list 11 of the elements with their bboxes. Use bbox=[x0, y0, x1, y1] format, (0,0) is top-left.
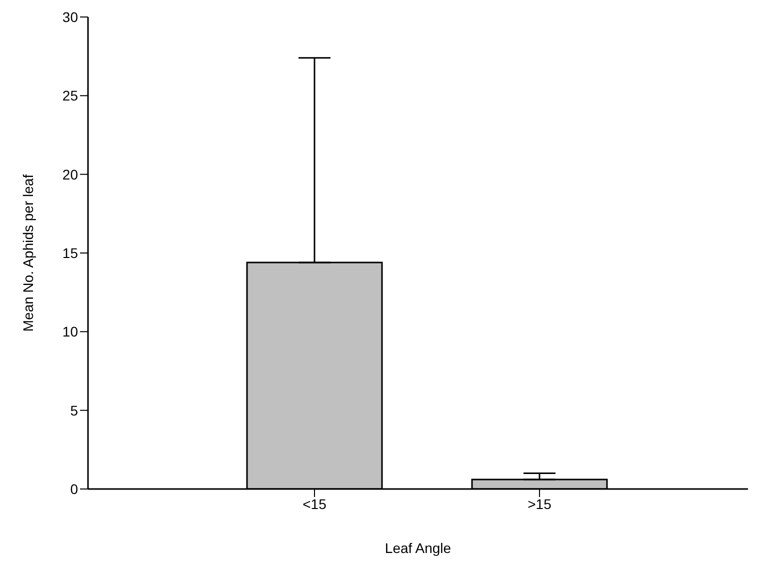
y-tick-label: 15 bbox=[62, 244, 78, 261]
y-tick-label: 30 bbox=[62, 8, 78, 25]
y-tick-label: 20 bbox=[62, 166, 78, 182]
y-tick-label: 5 bbox=[70, 402, 78, 418]
y-tick-label: 0 bbox=[70, 480, 78, 497]
x-axis-title: Leaf Angle bbox=[384, 540, 452, 556]
y-tick-label: 10 bbox=[62, 324, 78, 340]
x-tick-label: <15 bbox=[302, 496, 327, 512]
y-tick-label: 25 bbox=[62, 88, 78, 104]
y-axis-title: Mean No. Aphids per leaf bbox=[20, 174, 36, 332]
x-tick-label: >15 bbox=[528, 496, 552, 512]
